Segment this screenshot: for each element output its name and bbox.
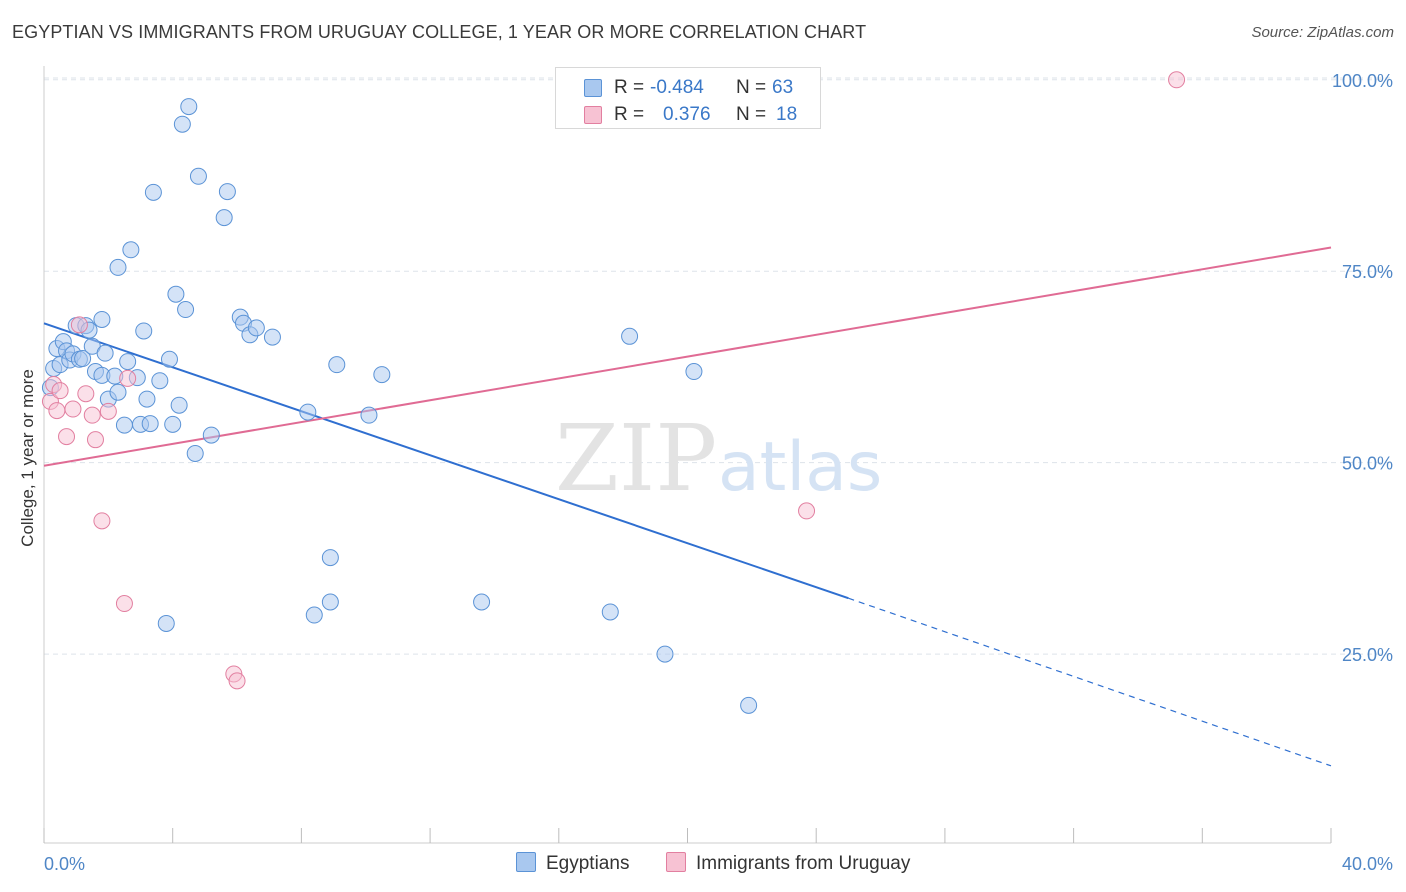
watermark: ZIP atlas bbox=[555, 405, 882, 512]
data-point-egyptians bbox=[321, 549, 339, 567]
legend-n-value: 18 bbox=[776, 104, 798, 125]
data-point-egyptians bbox=[115, 416, 133, 434]
data-point-egyptians bbox=[305, 606, 323, 624]
legend-n-label: N = bbox=[736, 77, 767, 98]
data-point-uruguay bbox=[228, 672, 246, 690]
legend-r-value: 0.376 bbox=[663, 104, 711, 125]
data-point-egyptians bbox=[215, 209, 233, 227]
data-point-egyptians bbox=[202, 426, 220, 444]
data-point-uruguay bbox=[83, 406, 101, 424]
bottom-legend-swatch-pink bbox=[666, 852, 686, 872]
data-point-egyptians bbox=[328, 356, 346, 374]
y-tick-label: 25.0% bbox=[1342, 645, 1393, 665]
data-point-egyptians bbox=[151, 372, 169, 390]
data-point-egyptians bbox=[373, 366, 391, 384]
data-point-egyptians bbox=[119, 353, 137, 371]
trend-layer bbox=[43, 246, 1332, 767]
data-point-egyptians bbox=[144, 183, 162, 201]
source-label: Source: ZipAtlas.com bbox=[1251, 24, 1394, 41]
data-point-egyptians bbox=[247, 319, 265, 337]
watermark-zip: ZIP bbox=[555, 405, 717, 512]
data-point-egyptians bbox=[263, 328, 281, 346]
data-point-uruguay bbox=[115, 595, 133, 613]
data-point-uruguay bbox=[51, 382, 69, 400]
y-tick-label: 50.0% bbox=[1342, 454, 1393, 474]
legend-row-egyptians: R = -0.484 N = 63 bbox=[556, 73, 820, 101]
legend-r-value: -0.484 bbox=[650, 77, 704, 98]
bottom-legend-egyptians: Egyptians bbox=[516, 852, 629, 876]
legend-row-uruguay: R = 0.376 N = 18 bbox=[556, 100, 820, 128]
data-point-uruguay bbox=[70, 316, 88, 334]
chart-title: EGYPTIAN VS IMMIGRANTS FROM URUGUAY COLL… bbox=[12, 22, 867, 42]
data-point-egyptians bbox=[218, 183, 236, 201]
data-point-uruguay bbox=[93, 512, 111, 530]
legend-r-label: R = bbox=[614, 77, 645, 98]
y-axis-label: College, 1 year or more bbox=[18, 369, 37, 547]
legend-n-label: N = bbox=[736, 104, 767, 125]
data-point-egyptians bbox=[138, 390, 156, 408]
data-point-egyptians bbox=[135, 322, 153, 340]
bottom-legend-uruguay: Immigrants from Uruguay bbox=[666, 852, 910, 876]
data-point-egyptians bbox=[177, 301, 195, 319]
data-point-egyptians bbox=[164, 415, 182, 433]
data-point-egyptians bbox=[109, 258, 127, 276]
data-point-egyptians bbox=[621, 327, 639, 345]
watermark-atlas: atlas bbox=[718, 428, 882, 507]
data-point-egyptians bbox=[173, 115, 191, 133]
data-point-uruguay bbox=[48, 402, 66, 420]
data-point-egyptians bbox=[109, 383, 127, 401]
data-point-egyptians bbox=[299, 403, 317, 421]
data-point-egyptians bbox=[186, 444, 204, 462]
x-tick-label: 40.0% bbox=[1342, 854, 1393, 874]
data-point-egyptians bbox=[160, 350, 178, 368]
legend: R = -0.484 N = 63 R = 0.376 N = 18 bbox=[555, 67, 821, 129]
data-point-egyptians bbox=[93, 310, 111, 328]
data-point-uruguay bbox=[99, 402, 117, 420]
data-point-uruguay bbox=[58, 428, 76, 446]
data-point-egyptians bbox=[74, 350, 92, 368]
data-point-egyptians bbox=[96, 344, 114, 362]
data-point-uruguay bbox=[77, 385, 95, 403]
data-point-egyptians bbox=[180, 98, 198, 116]
grid-layer bbox=[44, 77, 1393, 655]
legend-swatch-blue bbox=[584, 79, 602, 97]
axes-layer bbox=[43, 66, 1332, 844]
data-point-egyptians bbox=[170, 396, 188, 414]
data-point-egyptians bbox=[167, 285, 185, 303]
legend-r-label: R = bbox=[614, 104, 645, 125]
data-point-uruguay bbox=[1168, 71, 1186, 89]
data-point-egyptians bbox=[141, 415, 159, 433]
trendline-egyptians bbox=[43, 322, 849, 600]
data-point-uruguay bbox=[86, 431, 104, 449]
y-tick-label: 100.0% bbox=[1332, 71, 1393, 91]
data-point-egyptians bbox=[601, 603, 619, 621]
x-tick-label: 0.0% bbox=[44, 854, 85, 874]
points-layer bbox=[41, 71, 1186, 714]
data-point-egyptians bbox=[157, 614, 175, 632]
data-point-egyptians bbox=[360, 406, 378, 424]
trendline-extension-egyptians bbox=[848, 597, 1332, 767]
y-tick-label: 75.0% bbox=[1342, 262, 1393, 282]
data-point-egyptians bbox=[321, 593, 339, 611]
data-point-uruguay bbox=[119, 369, 137, 387]
data-point-egyptians bbox=[122, 241, 140, 259]
data-point-uruguay bbox=[798, 502, 816, 520]
bottom-legend-label-uruguay: Immigrants from Uruguay bbox=[696, 853, 911, 874]
data-point-egyptians bbox=[189, 167, 207, 185]
data-point-egyptians bbox=[473, 593, 491, 611]
ticks-layer: 25.0% 50.0% 75.0% 100.0% 0.0% 40.0% bbox=[44, 71, 1393, 874]
trendline-uruguay bbox=[43, 246, 1332, 467]
data-point-egyptians bbox=[685, 363, 703, 381]
legend-n-value: 63 bbox=[772, 77, 794, 98]
data-point-egyptians bbox=[656, 645, 674, 663]
bottom-legend-label-egyptians: Egyptians bbox=[546, 853, 630, 874]
bottom-legend-swatch-blue bbox=[516, 852, 536, 872]
data-point-egyptians bbox=[740, 696, 758, 714]
data-point-uruguay bbox=[64, 400, 82, 418]
legend-swatch-pink bbox=[584, 106, 602, 124]
